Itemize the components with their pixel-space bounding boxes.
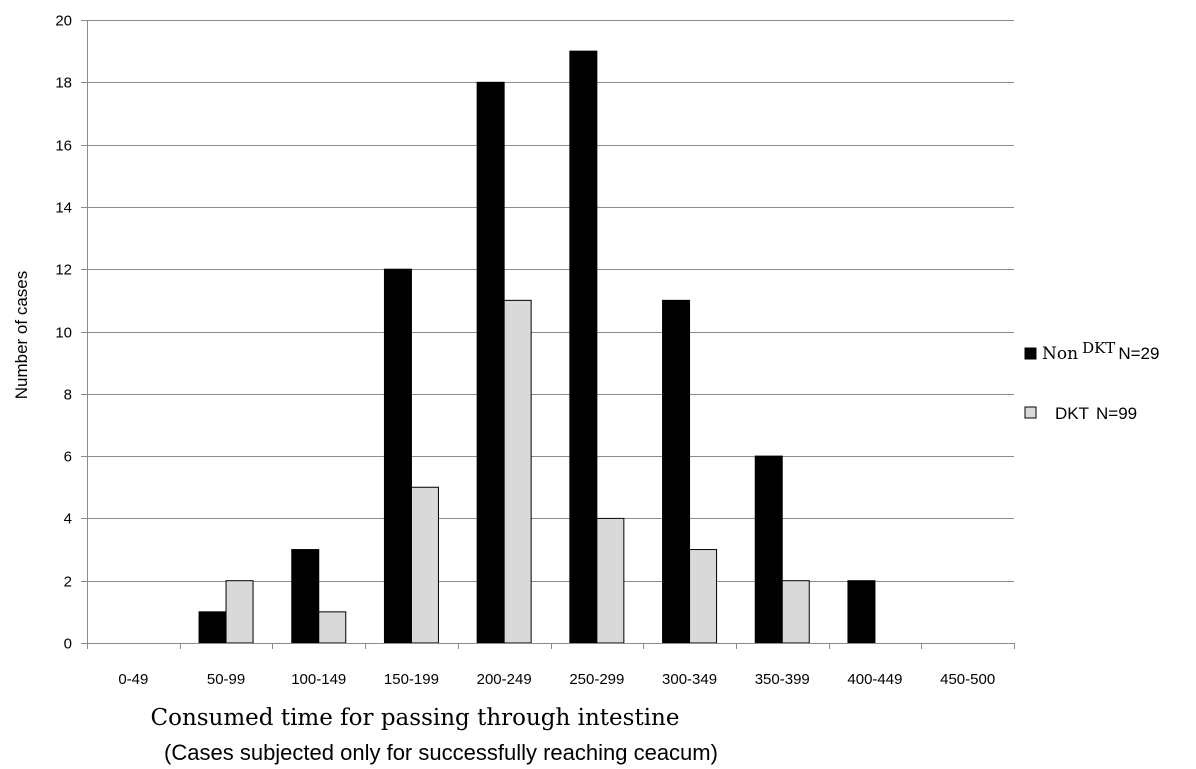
x-tick-label: 300-349 <box>662 671 717 688</box>
y-tick-label: 6 <box>64 449 72 466</box>
gridlines <box>81 20 1014 644</box>
bar-dkt <box>689 549 718 644</box>
bar-dkt <box>410 486 439 644</box>
axes <box>87 20 1015 649</box>
x-tick-label: 250-299 <box>569 671 624 688</box>
legend-term-dkt: DKT <box>1055 404 1089 423</box>
legend-prefix-non-dkt: Non <box>1042 344 1078 364</box>
y-tick-label: 14 <box>55 200 72 217</box>
bar-dkt <box>225 580 254 644</box>
bar-dkt <box>596 517 625 644</box>
x-axis-note: (Cases subjected only for successfully r… <box>164 740 718 765</box>
y-tick-label: 16 <box>55 138 72 155</box>
y-tick-label: 10 <box>55 325 72 342</box>
legend-item-dkt: DKT N=99 <box>1024 404 1137 423</box>
bar-non-dkt <box>198 611 227 644</box>
legend-term-non-dkt: DKT <box>1082 339 1115 357</box>
bar-non-dkt <box>754 455 783 644</box>
legend-item-non-dkt: Non DKT N=29 <box>1024 339 1159 364</box>
bar-non-dkt <box>291 549 320 644</box>
legend-swatch-non-dkt <box>1024 347 1037 360</box>
x-tick-label: 200-249 <box>477 671 532 688</box>
y-tick-label: 8 <box>64 387 72 404</box>
y-tick-label: 12 <box>55 262 72 279</box>
y-axis-title: Number of cases <box>12 271 31 400</box>
legend-count-dkt: N=99 <box>1096 404 1137 423</box>
bar-dkt <box>503 299 532 644</box>
y-tick-label: 0 <box>64 636 72 653</box>
bar-non-dkt <box>847 580 876 644</box>
legend-swatch-dkt <box>1024 406 1037 419</box>
y-tick-label: 18 <box>55 75 72 92</box>
x-tick-label: 350-399 <box>755 671 810 688</box>
legend-count-non-dkt: N=29 <box>1118 344 1159 363</box>
bar-dkt <box>781 580 810 644</box>
bars <box>198 50 876 644</box>
bar-dkt <box>318 611 347 644</box>
x-tick-label: 150-199 <box>384 671 439 688</box>
y-tick-labels: 0 2 4 6 8 10 12 14 16 18 20 <box>55 13 72 653</box>
x-tick-label: 50-99 <box>207 671 245 688</box>
x-tick-label: 100-149 <box>291 671 346 688</box>
x-tick-label: 450-500 <box>940 671 995 688</box>
y-tick-label: 4 <box>64 511 72 528</box>
legend: Non DKT N=29 DKT N=99 <box>1024 339 1159 423</box>
bar-non-dkt <box>569 50 598 644</box>
bar-non-dkt <box>383 268 412 644</box>
y-tick-label: 20 <box>55 13 72 30</box>
bar-non-dkt <box>662 299 691 644</box>
y-tick-label: 2 <box>64 574 72 591</box>
x-axis-title: Consumed time for passing through intest… <box>151 705 680 731</box>
x-tick-label: 0-49 <box>118 671 148 688</box>
x-tick-labels: 0-49 50-99 100-149 150-199 200-249 250-299 300… <box>118 671 995 688</box>
bar-non-dkt <box>476 81 505 644</box>
x-tick-label: 400-449 <box>847 671 902 688</box>
